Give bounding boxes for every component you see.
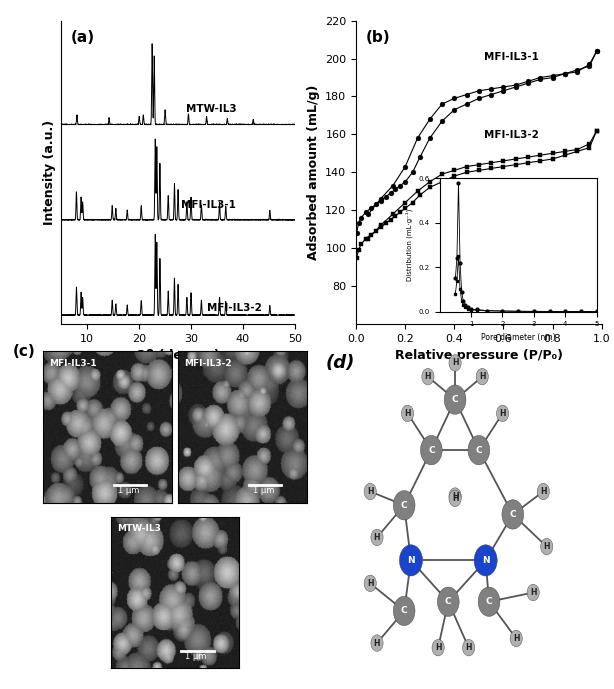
Circle shape bbox=[402, 405, 414, 422]
Text: H: H bbox=[452, 494, 458, 503]
Text: N: N bbox=[482, 556, 489, 565]
Text: H: H bbox=[452, 491, 458, 501]
Text: H: H bbox=[435, 643, 441, 652]
Circle shape bbox=[462, 639, 475, 656]
Circle shape bbox=[527, 584, 539, 601]
Circle shape bbox=[437, 587, 459, 617]
Text: 1 μm: 1 μm bbox=[118, 486, 139, 495]
Circle shape bbox=[449, 490, 461, 506]
Text: C: C bbox=[428, 446, 435, 455]
Circle shape bbox=[497, 405, 509, 422]
Circle shape bbox=[399, 545, 422, 576]
Text: H: H bbox=[465, 643, 472, 652]
Circle shape bbox=[449, 488, 461, 504]
Text: C: C bbox=[445, 597, 452, 606]
Text: H: H bbox=[540, 487, 546, 496]
Circle shape bbox=[478, 587, 500, 617]
Text: H: H bbox=[513, 634, 519, 643]
Circle shape bbox=[422, 369, 434, 385]
Text: MTW-IL3: MTW-IL3 bbox=[186, 105, 236, 114]
Text: C: C bbox=[401, 606, 408, 615]
Circle shape bbox=[371, 529, 383, 546]
Text: MFI-IL3-2: MFI-IL3-2 bbox=[184, 359, 232, 368]
Text: (c): (c) bbox=[12, 344, 35, 360]
Text: C: C bbox=[401, 501, 408, 510]
X-axis label: 2θ (degree): 2θ (degree) bbox=[137, 349, 219, 362]
Circle shape bbox=[371, 635, 383, 651]
Text: N: N bbox=[407, 556, 415, 565]
Text: C: C bbox=[510, 510, 516, 519]
Text: (d): (d) bbox=[326, 353, 356, 371]
Circle shape bbox=[537, 483, 550, 500]
Y-axis label: Adsorbed amount (mL/g): Adsorbed amount (mL/g) bbox=[306, 85, 320, 260]
Text: C: C bbox=[452, 395, 459, 404]
Circle shape bbox=[449, 355, 461, 371]
Circle shape bbox=[364, 483, 376, 500]
Text: H: H bbox=[374, 639, 380, 648]
Circle shape bbox=[502, 500, 524, 529]
Text: H: H bbox=[452, 358, 458, 367]
Circle shape bbox=[510, 630, 523, 647]
Text: H: H bbox=[530, 588, 537, 597]
Circle shape bbox=[474, 545, 497, 576]
Text: C: C bbox=[475, 446, 482, 455]
Text: H: H bbox=[374, 533, 380, 542]
Text: H: H bbox=[479, 372, 486, 381]
Circle shape bbox=[394, 491, 415, 520]
Text: H: H bbox=[367, 579, 373, 588]
Text: H: H bbox=[543, 542, 550, 551]
Text: MFI-IL3-2: MFI-IL3-2 bbox=[206, 303, 262, 313]
Circle shape bbox=[394, 596, 415, 626]
Text: 1 μm: 1 μm bbox=[253, 486, 274, 495]
Circle shape bbox=[421, 435, 442, 465]
Text: C: C bbox=[486, 597, 492, 606]
Circle shape bbox=[541, 538, 553, 555]
Text: H: H bbox=[367, 487, 373, 496]
Text: (b): (b) bbox=[366, 30, 391, 45]
X-axis label: Relative pressure (P/P₀): Relative pressure (P/P₀) bbox=[395, 349, 563, 362]
Text: MTW-IL3: MTW-IL3 bbox=[117, 524, 161, 533]
Text: (a): (a) bbox=[71, 30, 95, 45]
Text: MFI-IL3-1: MFI-IL3-1 bbox=[484, 52, 538, 63]
Text: H: H bbox=[425, 372, 431, 381]
Y-axis label: Intensity (a.u.): Intensity (a.u.) bbox=[43, 120, 56, 225]
Text: MFI-IL3-1: MFI-IL3-1 bbox=[50, 359, 97, 368]
Text: H: H bbox=[404, 409, 411, 418]
Text: MFI-IL3-2: MFI-IL3-2 bbox=[484, 130, 538, 140]
Circle shape bbox=[468, 435, 490, 465]
Circle shape bbox=[364, 575, 376, 592]
Circle shape bbox=[476, 369, 488, 385]
Text: 1 μm: 1 μm bbox=[185, 652, 207, 661]
Text: H: H bbox=[499, 409, 506, 418]
Circle shape bbox=[444, 385, 466, 414]
Text: MFI-IL3-1: MFI-IL3-1 bbox=[181, 200, 236, 209]
Circle shape bbox=[432, 639, 444, 656]
